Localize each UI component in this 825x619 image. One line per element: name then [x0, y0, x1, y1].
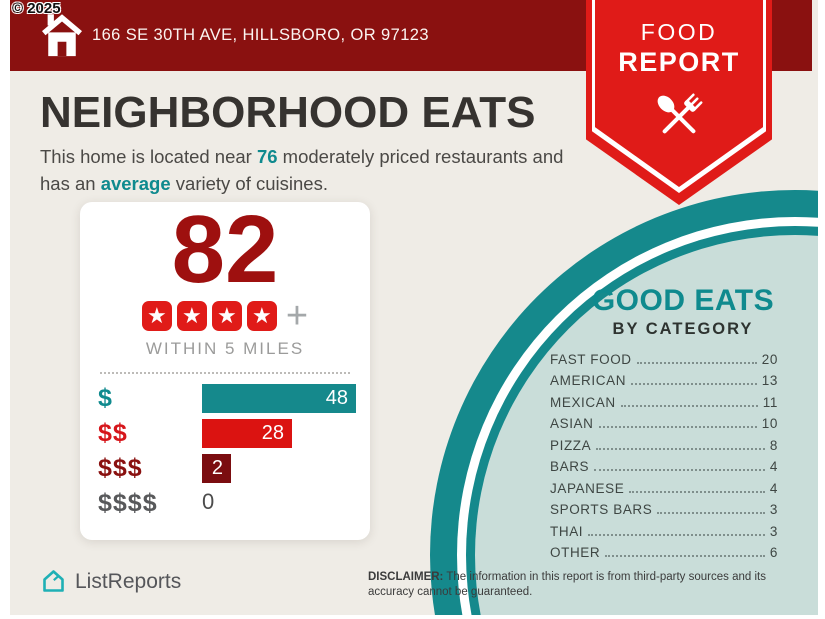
bar-track: 48 [202, 384, 370, 413]
category-list: FAST FOOD 20 AMERICAN 13 MEXICAN 11 ASIAN 10 PIZ… [550, 345, 778, 561]
good-eats-heading: GOOD EATS BY CATEGORY [568, 284, 798, 339]
bar-fill: 2 [202, 454, 231, 483]
good-eats-title: GOOD EATS [591, 284, 775, 317]
category-value: 8 [769, 437, 778, 453]
category-row: BARS 4 [550, 453, 778, 474]
category-row: PIZZA 8 [550, 431, 778, 453]
disclaimer-label: DISCLAIMER: [368, 571, 444, 583]
price-tier-label: $$ [98, 419, 128, 447]
dotted-leader [631, 383, 757, 385]
stars-row: ★ ★ ★ ★ + [80, 295, 370, 337]
listreports-brand: ListReports [40, 568, 181, 595]
category-value: 4 [769, 459, 778, 474]
category-value: 6 [769, 545, 778, 560]
category-value: 20 [761, 351, 778, 367]
bar-value: 48 [325, 387, 348, 409]
bar-track: 28 [202, 419, 370, 448]
restaurant-score: 82 [171, 196, 279, 303]
subtitle-seg1: This home is located near [40, 146, 257, 167]
bar-value-zero: 0 [202, 489, 215, 514]
plus-sign: + [285, 295, 309, 337]
category-row: AMERICAN 13 [550, 367, 778, 388]
category-label: AMERICAN [550, 373, 627, 388]
category-value: 10 [761, 416, 778, 431]
category-row: FAST FOOD 20 [550, 345, 778, 367]
bar-row: $$$ 2 [98, 454, 370, 483]
category-label: ASIAN [550, 416, 594, 431]
category-value: 3 [769, 502, 778, 517]
dotted-leader [657, 512, 765, 514]
category-row: ASIAN 10 [550, 410, 778, 431]
subtitle-seg2: moderately priced restaurants and has an [40, 146, 564, 194]
listreports-logo-icon [43, 570, 64, 592]
category-row: SPORTS BARS 3 [550, 496, 778, 517]
category-label: PIZZA [550, 437, 592, 453]
bar-value: 2 [211, 457, 223, 479]
star-icon: ★ [141, 301, 172, 331]
subtitle-seg3: variety of cuisines. [170, 173, 328, 194]
bar-row: $48 [98, 384, 370, 413]
category-value: 4 [769, 480, 778, 496]
bar-fill: 28 [202, 419, 292, 448]
price-tier-label: $$$$ [98, 489, 158, 517]
price-tier-label: $ [98, 384, 113, 412]
bar-track: 0 [202, 489, 370, 518]
property-address: 166 SE 30TH AVE, HILLSBORO, OR 97123 [92, 26, 429, 44]
disclaimer-text: DISCLAIMER: The information in this repo… [368, 570, 798, 600]
bar-track: 2 [202, 454, 370, 483]
flyer-page: 166 SE 30TH AVE, HILLSBORO, OR 97123 © 2… [10, 0, 818, 615]
category-label: THAI [550, 523, 584, 539]
home-icon [42, 14, 82, 57]
disclaimer-body: The information in this report is from t… [368, 571, 766, 598]
radius-label: WITHIN 5 MILES [145, 339, 305, 358]
dotted-leader [596, 447, 765, 450]
dotted-leader [605, 555, 765, 557]
bar-row: $$ 28 [98, 419, 370, 448]
dotted-leader [620, 404, 758, 407]
category-label: MEXICAN [550, 394, 616, 410]
star-icon: ★ [176, 301, 207, 331]
dotted-leader [636, 361, 757, 364]
badge-title-line2: REPORT [618, 47, 740, 77]
dotted-leader [598, 426, 757, 428]
price-tier-bar-chart: $48 $$ 28 $$$ 2 $$$$ 0 [98, 384, 370, 518]
badge-title-line1: FOOD [640, 19, 718, 45]
subtitle-text: This home is located near 76 moderately … [40, 143, 585, 197]
restaurant-count: 76 [256, 146, 278, 167]
category-label: OTHER [550, 545, 601, 560]
category-label: JAPANESE [550, 480, 625, 496]
category-row: MEXICAN 11 [550, 388, 778, 410]
category-row: THAI 3 [550, 517, 778, 539]
dotted-leader [629, 490, 765, 493]
brand-name: ListReports [75, 569, 182, 593]
score-card: 82 ★ ★ ★ ★ + WITHIN 5 MILES $48 $$ 28 $$$ 2 $$$$ 0 [80, 198, 370, 540]
crossed-spoon-fork-icon [657, 93, 703, 134]
category-value: 13 [761, 373, 778, 388]
variety-highlight: average [100, 173, 171, 194]
price-tier-label: $$$ [98, 454, 143, 482]
card-divider [100, 372, 350, 374]
category-label: FAST FOOD [550, 351, 632, 367]
bar-value: 28 [261, 422, 284, 444]
food-report-badge: FOOD REPORT [586, 0, 772, 205]
dotted-leader [588, 533, 765, 536]
category-value: 3 [769, 523, 778, 539]
category-row: OTHER 6 [550, 539, 778, 560]
category-value: 11 [762, 394, 778, 410]
copyright-text: © 2025 [12, 0, 61, 17]
category-label: SPORTS BARS [550, 502, 653, 517]
bar-row: $$$$ 0 [98, 489, 370, 518]
good-eats-subtitle: BY CATEGORY [612, 320, 754, 338]
star-icon: ★ [246, 301, 277, 331]
dotted-leader [594, 469, 765, 471]
star-icon: ★ [211, 301, 242, 331]
badge-content: FOOD REPORT [586, 0, 772, 153]
bar-fill: 48 [202, 384, 356, 413]
page-title: NEIGHBORHOOD EATS [40, 88, 536, 137]
category-label: BARS [550, 459, 590, 474]
category-row: JAPANESE 4 [550, 474, 778, 496]
